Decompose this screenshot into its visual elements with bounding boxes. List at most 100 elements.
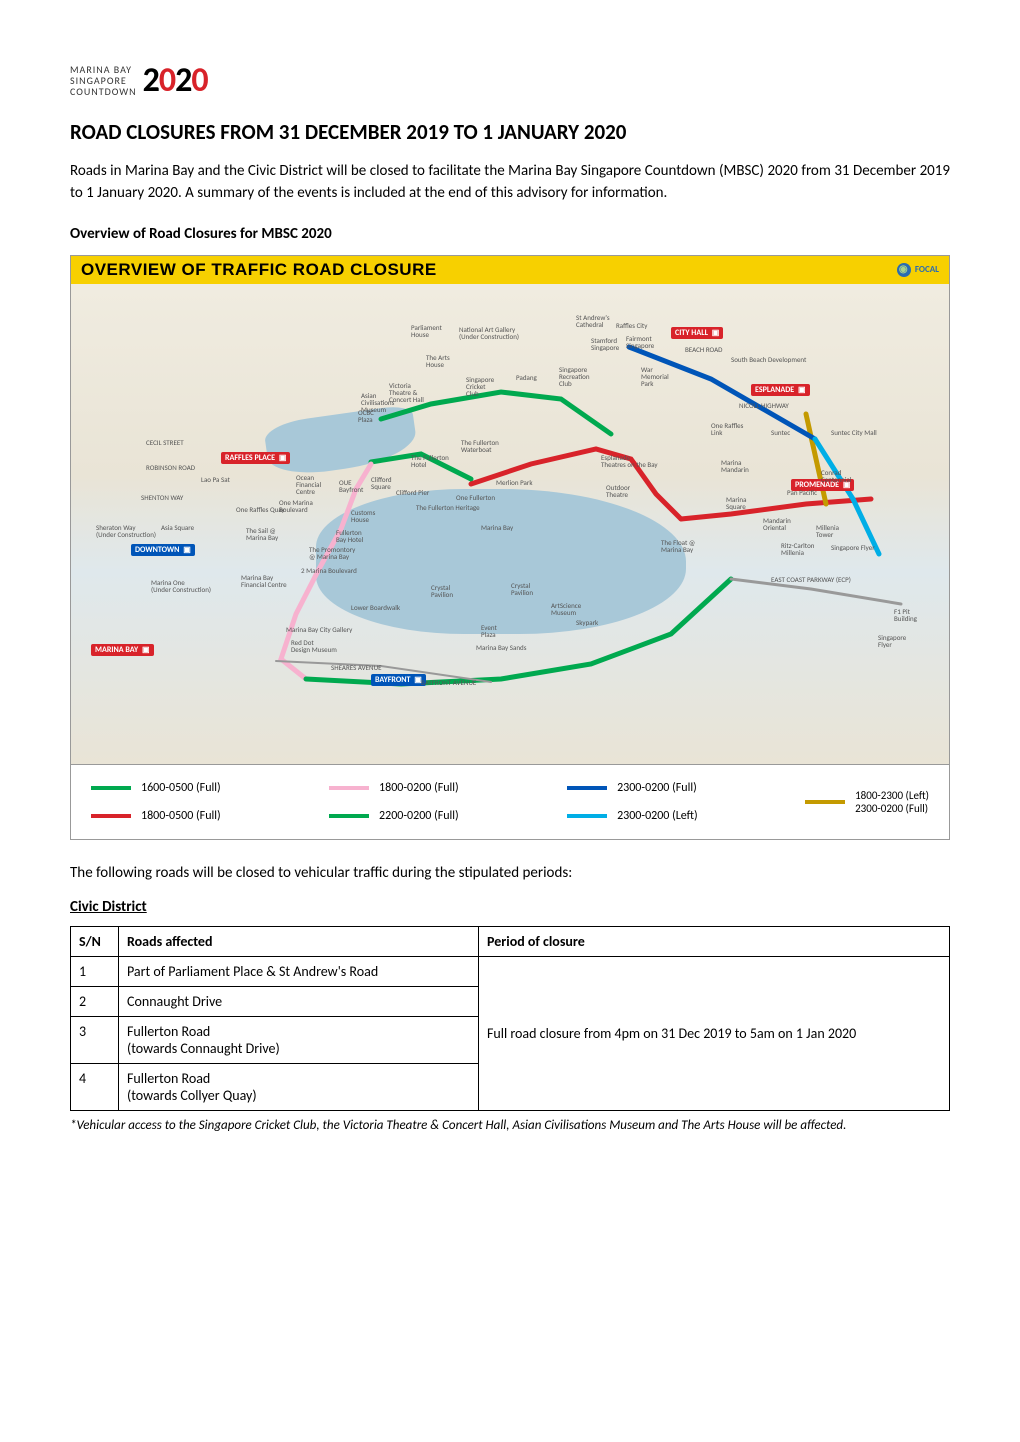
poi-label: Ritz-CarltonMillenia <box>781 542 814 556</box>
legend-item: 1800-0200 (Full) <box>329 781 537 795</box>
focal-icon <box>897 263 911 277</box>
year-0: 0 <box>159 60 175 101</box>
poi-label: BEACH ROAD <box>685 346 722 353</box>
table-row: 1Part of Parliament Place & St Andrew's … <box>71 956 950 986</box>
poi-label: CrystalPavilion <box>511 582 533 596</box>
legend-label: 1800-2300 (Left)2300-0200 (Full) <box>855 789 929 815</box>
legend-label: 1800-0500 (Full) <box>141 809 221 823</box>
poi-label: CustomsHouse <box>351 509 375 523</box>
poi-label: OUEBayfront <box>339 479 363 493</box>
poi-label: WarMemorialPark <box>641 366 669 387</box>
page-title: ROAD CLOSURES FROM 31 DECEMBER 2019 TO 1… <box>70 119 950 145</box>
legend-label: 2200-0200 (Full) <box>379 809 459 823</box>
map-legend: 1600-0500 (Full) 1800-0200 (Full) 2300-020… <box>71 764 949 839</box>
poi-label: Sheraton Way(Under Construction) <box>96 524 156 538</box>
cell-sn: 2 <box>71 986 119 1016</box>
poi-label: Merlion Park <box>496 479 533 486</box>
poi-label: EsplanadeTheatres on the Bay <box>601 454 658 468</box>
logo: MARINA BAY SINGAPORE COUNTDOWN 2020 <box>70 60 950 101</box>
poi-label: Marina One(Under Construction) <box>151 579 211 593</box>
poi-label: Suntec <box>771 429 790 436</box>
poi-label: ROBINSON ROAD <box>146 464 195 471</box>
poi-label: CECIL STREET <box>146 439 184 446</box>
poi-label: OceanFinancialCentre <box>296 474 321 495</box>
poi-label: SingaporeRecreationClub <box>559 366 590 387</box>
cell-roads: Fullerton Road(towards Collyer Quay) <box>119 1063 479 1110</box>
year-2: 2 <box>143 60 159 101</box>
poi-label: Red DotDesign Museum <box>291 639 337 653</box>
legend-label: 2300-0200 (Full) <box>617 781 697 795</box>
poi-label: MandarinOriental <box>763 517 791 531</box>
poi-label: SingaporeFlyer <box>878 634 906 648</box>
legend-item: 2200-0200 (Full) <box>329 809 537 823</box>
poi-label: The Promontory@ Marina Bay <box>309 546 355 560</box>
poi-label: Marina BayFinancial Centre <box>241 574 287 588</box>
poi-label: ConradCentennial <box>821 469 852 483</box>
mrt-raffles-place: RAFFLES PLACE ▣ <box>221 452 290 464</box>
poi-label: Skypark <box>576 619 598 626</box>
map-body: CITY HALL ▣ESPLANADE ▣PROMENADE ▣RAFFLES… <box>71 284 949 764</box>
poi-label: FairmontSingapore <box>626 335 654 349</box>
cell-sn: 1 <box>71 956 119 986</box>
poi-label: The FullertonWaterboat <box>461 439 499 453</box>
cell-sn: 4 <box>71 1063 119 1110</box>
cell-roads: Fullerton Road(towards Connaught Drive) <box>119 1016 479 1063</box>
legend-item: 2300-0200 (Left) <box>567 809 775 823</box>
poi-label: The Float @Marina Bay <box>661 539 695 553</box>
focal-label: FOCAL <box>915 264 939 275</box>
legend-swatch <box>567 814 607 818</box>
legend-item: 2300-0200 (Full) <box>567 781 775 795</box>
poi-label: BAYFRONT AVENUE <box>421 679 476 686</box>
poi-label: The Fullerton Heritage <box>416 504 480 511</box>
mrt-esplanade: ESPLANADE ▣ <box>751 384 810 396</box>
poi-label: EAST COAST PARKWAY (ECP) <box>771 576 851 583</box>
poi-label: One RafflesLink <box>711 422 743 436</box>
poi-label: St Andrew'sCathedral <box>576 314 610 328</box>
overview-subhead: Overview of Road Closures for MBSC 2020 <box>70 225 950 243</box>
poi-label: The FullertonHotel <box>411 454 449 468</box>
map-title: OVERVIEW OF TRAFFIC ROAD CLOSURE <box>81 260 437 280</box>
poi-label: The Sail @Marina Bay <box>246 527 278 541</box>
poi-label: Marina Bay <box>481 524 513 531</box>
poi-label: MilleniaTower <box>816 524 839 538</box>
poi-label: Pan Pacific <box>787 489 817 496</box>
legend-label: 2300-0200 (Left) <box>617 809 698 823</box>
poi-label: Padang <box>516 374 537 381</box>
cell-sn: 3 <box>71 1016 119 1063</box>
poi-label: Singapore Flyer <box>831 544 875 551</box>
following-text: The following roads will be closed to ve… <box>70 864 950 882</box>
th-sn: S/N <box>71 926 119 956</box>
poi-label: OCBCPlaza <box>358 409 374 423</box>
poi-label: ArtScienceMuseum <box>551 602 581 616</box>
footnote: *Vehicular access to the Singapore Crick… <box>70 1117 950 1135</box>
legend-swatch <box>805 800 845 804</box>
year-0b: 0 <box>191 60 207 101</box>
mrt-marina-bay: MARINA BAY ▣ <box>91 644 154 656</box>
poi-label: Lao Pa Sat <box>201 476 230 483</box>
logo-year: 2020 <box>143 60 208 101</box>
poi-label: Marina Bay Sands <box>476 644 526 651</box>
poi-label: The ArtsHouse <box>426 354 450 368</box>
legend-swatch <box>567 786 607 790</box>
poi-label: StamfordSingapore <box>591 337 619 351</box>
mrt-bayfront: BAYFRONT ▣ <box>371 674 426 686</box>
poi-label: Clifford Pier <box>396 489 429 496</box>
poi-label: One Raffles Quay <box>236 506 285 513</box>
closure-table: S/N Roads affected Period of closure 1Pa… <box>70 926 950 1111</box>
legend-label: 1600-0500 (Full) <box>141 781 221 795</box>
cell-period: Full road closure from 4pm on 31 Dec 201… <box>479 956 950 1110</box>
cell-roads: Part of Parliament Place & St Andrew's R… <box>119 956 479 986</box>
legend-swatch <box>91 786 131 790</box>
map-title-bar: OVERVIEW OF TRAFFIC ROAD CLOSURE FOCAL <box>71 256 949 284</box>
map-container: OVERVIEW OF TRAFFIC ROAD CLOSURE FOCAL C… <box>70 255 950 840</box>
mrt-downtown: DOWNTOWN ▣ <box>131 544 195 556</box>
mrt-city-hall: CITY HALL ▣ <box>671 327 723 339</box>
poi-label: CrystalPavilion <box>431 584 453 598</box>
legend-item: 1600-0500 (Full) <box>91 781 299 795</box>
cell-roads: Connaught Drive <box>119 986 479 1016</box>
focal-logo: FOCAL <box>897 263 939 277</box>
th-period: Period of closure <box>479 926 950 956</box>
th-roads: Roads affected <box>119 926 479 956</box>
poi-label: ParliamentHouse <box>411 324 442 338</box>
logo-text-stack: MARINA BAY SINGAPORE COUNTDOWN <box>70 64 137 97</box>
